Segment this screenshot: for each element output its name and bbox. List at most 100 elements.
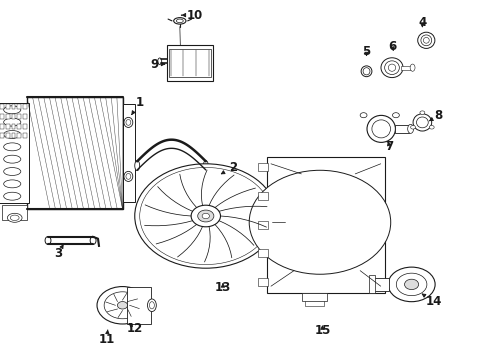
Ellipse shape	[372, 120, 391, 138]
Circle shape	[97, 287, 148, 324]
Bar	[11, 123, 16, 129]
Ellipse shape	[360, 113, 367, 118]
Bar	[17, 104, 21, 109]
Ellipse shape	[4, 143, 21, 151]
Bar	[305, 301, 324, 306]
Bar	[2, 205, 27, 220]
Bar	[23, 123, 27, 129]
Ellipse shape	[126, 174, 131, 179]
Ellipse shape	[367, 115, 395, 142]
Bar	[27, 97, 122, 209]
Bar	[302, 293, 327, 301]
Ellipse shape	[417, 32, 435, 49]
Bar	[23, 104, 27, 109]
Bar	[167, 45, 213, 81]
Ellipse shape	[90, 237, 96, 244]
Ellipse shape	[158, 58, 162, 64]
Ellipse shape	[4, 192, 21, 200]
Ellipse shape	[429, 126, 434, 129]
Bar	[258, 192, 268, 200]
Text: 14: 14	[422, 294, 442, 308]
Text: 2: 2	[221, 161, 237, 174]
Bar	[17, 123, 21, 129]
Ellipse shape	[45, 237, 51, 244]
Circle shape	[118, 302, 127, 309]
Circle shape	[191, 205, 220, 227]
Circle shape	[388, 267, 435, 302]
Bar	[258, 278, 268, 286]
Ellipse shape	[413, 114, 432, 131]
Text: 8: 8	[429, 109, 442, 122]
Ellipse shape	[4, 131, 21, 139]
Bar	[258, 249, 268, 257]
Ellipse shape	[388, 64, 396, 71]
Ellipse shape	[176, 19, 183, 23]
Ellipse shape	[147, 299, 156, 311]
Ellipse shape	[126, 120, 131, 125]
Bar	[0, 114, 4, 119]
Ellipse shape	[411, 126, 416, 129]
Text: 10: 10	[181, 9, 203, 22]
Ellipse shape	[363, 68, 370, 75]
Bar	[23, 114, 27, 119]
Text: 13: 13	[215, 281, 231, 294]
Bar	[169, 49, 211, 77]
Bar	[11, 114, 16, 119]
Text: 9: 9	[150, 58, 165, 71]
Ellipse shape	[408, 124, 414, 133]
Bar	[0, 104, 4, 109]
Bar	[6, 114, 10, 119]
Circle shape	[135, 164, 277, 268]
Ellipse shape	[4, 180, 21, 188]
Text: 5: 5	[363, 45, 370, 58]
Bar	[0, 103, 29, 203]
Bar	[0, 123, 4, 129]
Ellipse shape	[361, 66, 372, 77]
Ellipse shape	[7, 213, 22, 222]
Circle shape	[249, 170, 391, 274]
Bar	[258, 221, 268, 229]
Bar	[11, 104, 16, 109]
Bar	[369, 275, 375, 293]
Ellipse shape	[203, 161, 208, 171]
Bar	[127, 287, 151, 324]
Bar	[401, 66, 412, 70]
Ellipse shape	[149, 302, 154, 309]
Text: 7: 7	[386, 140, 393, 153]
Text: 11: 11	[98, 330, 115, 346]
Bar	[373, 278, 389, 291]
Text: 1: 1	[132, 96, 144, 114]
Ellipse shape	[135, 161, 140, 171]
Ellipse shape	[392, 113, 399, 118]
Text: 6: 6	[388, 40, 396, 53]
Bar	[6, 133, 10, 138]
Bar	[395, 125, 409, 133]
Ellipse shape	[4, 167, 21, 175]
Ellipse shape	[416, 117, 428, 128]
Circle shape	[396, 273, 427, 296]
Text: 12: 12	[126, 322, 143, 335]
Bar	[6, 104, 10, 109]
Bar	[122, 104, 135, 202]
Bar	[267, 157, 385, 293]
Ellipse shape	[410, 64, 415, 71]
Bar	[23, 133, 27, 138]
Circle shape	[405, 279, 418, 289]
Bar	[11, 133, 16, 138]
Ellipse shape	[421, 35, 432, 46]
Ellipse shape	[124, 117, 133, 127]
Circle shape	[104, 292, 141, 319]
Ellipse shape	[423, 37, 429, 43]
Bar	[17, 133, 21, 138]
Bar	[17, 114, 21, 119]
Ellipse shape	[385, 61, 399, 75]
Ellipse shape	[4, 106, 21, 114]
Ellipse shape	[173, 18, 186, 24]
Ellipse shape	[381, 58, 403, 77]
Bar	[0, 133, 4, 138]
Text: 4: 4	[418, 16, 426, 29]
Ellipse shape	[10, 215, 19, 220]
Bar	[6, 123, 10, 129]
Circle shape	[202, 213, 210, 219]
Ellipse shape	[4, 118, 21, 126]
